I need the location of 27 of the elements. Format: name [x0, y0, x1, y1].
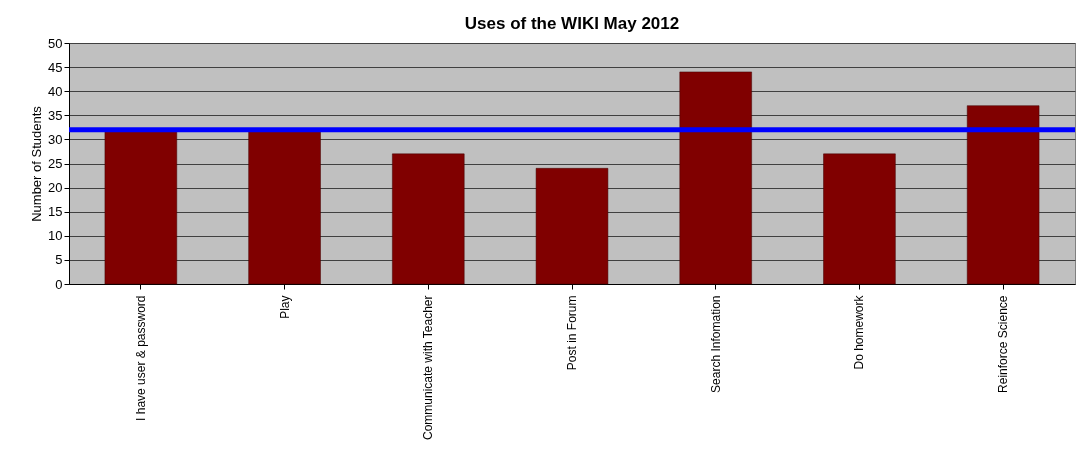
y-tick-label: 25 — [48, 156, 63, 171]
y-axis-title: Number of Students — [29, 105, 45, 222]
y-tick-label: 10 — [48, 228, 63, 244]
y-tick-label: 20 — [48, 180, 63, 196]
x-tick-label: Reinforce Science — [996, 295, 1011, 393]
y-tick-label: 15 — [48, 204, 63, 220]
y-tick-label: 5 — [55, 252, 63, 268]
x-tick-label: Post in Forum — [565, 295, 579, 371]
bar — [966, 105, 1040, 285]
y-tick-label: 45 — [48, 59, 63, 75]
y-tick-label: 30 — [48, 131, 63, 147]
bar — [535, 168, 609, 285]
chart-title: Uses of the WIKI May 2012 — [464, 14, 680, 33]
y-tick-label: 40 — [48, 83, 63, 99]
bar — [248, 129, 321, 285]
x-tick-label: Communicate with Teacher — [421, 295, 436, 441]
x-tick-label: I have user & password — [133, 295, 148, 421]
bar — [823, 153, 896, 285]
bar — [392, 153, 465, 285]
y-tick-label: 0 — [55, 276, 63, 292]
x-tick-label: Play — [277, 295, 292, 319]
x-tick-label: Search Infomation — [708, 295, 723, 393]
bar — [104, 129, 178, 285]
x-tick-label: Do homework — [852, 294, 867, 370]
y-tick-label: 50 — [48, 35, 63, 51]
y-tick-label: 35 — [48, 107, 63, 123]
bar — [679, 71, 752, 285]
